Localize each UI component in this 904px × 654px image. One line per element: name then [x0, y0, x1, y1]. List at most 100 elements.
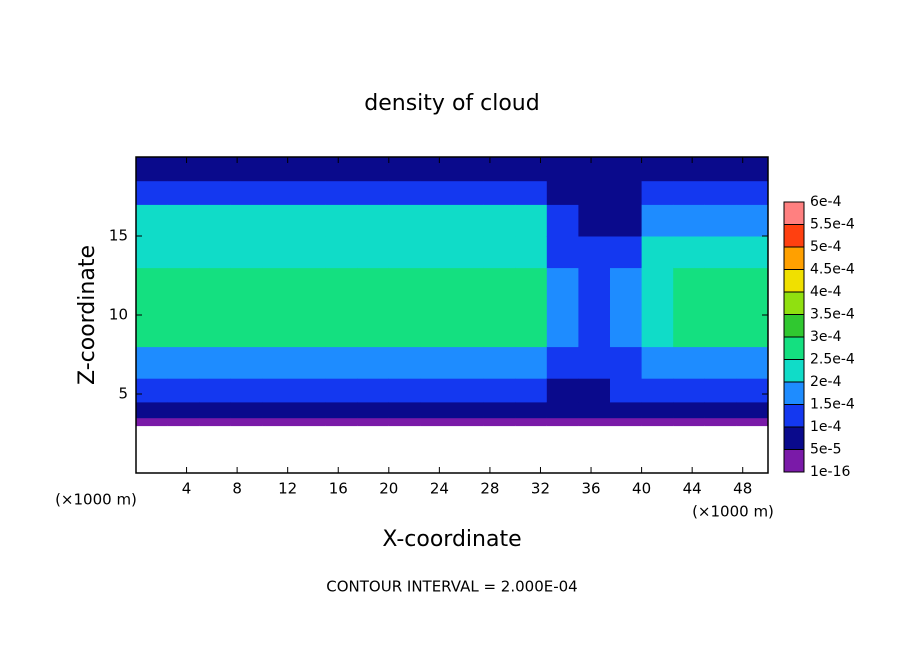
cell [357, 401, 390, 419]
colorbar-swatch [784, 269, 804, 292]
cell [357, 157, 390, 182]
x-tick-label: 44 [683, 480, 702, 498]
cell [325, 157, 358, 182]
colorbar-label: 4.5e-4 [810, 262, 855, 278]
cell [199, 378, 232, 403]
cell [167, 180, 200, 205]
cell [262, 346, 295, 379]
cell [452, 346, 485, 379]
cell [262, 180, 295, 205]
cell [736, 425, 769, 474]
colorbar-swatch [784, 337, 804, 360]
cell [452, 425, 485, 474]
colorbar-swatch [784, 427, 804, 450]
cell [673, 180, 706, 205]
cell [325, 401, 358, 419]
cell [388, 157, 421, 182]
cell [578, 180, 611, 205]
cell [515, 401, 548, 419]
colorbar-label: 4e-4 [810, 284, 842, 300]
cell [452, 378, 485, 403]
colorbar-swatch [784, 292, 804, 315]
cell [641, 417, 674, 427]
cell [199, 401, 232, 419]
cell [294, 401, 327, 419]
cell [136, 180, 169, 205]
cell [325, 180, 358, 205]
cell [262, 401, 295, 419]
cell [704, 236, 737, 269]
colorbar-swatch [784, 404, 804, 427]
cell [230, 346, 263, 379]
cell [610, 157, 643, 182]
cell [136, 346, 169, 379]
cell [230, 378, 263, 403]
cell [673, 204, 706, 237]
cell [610, 401, 643, 419]
cell [736, 157, 769, 182]
cell [515, 378, 548, 403]
footer: CONTOUR INTERVAL = 2.000E-04 [326, 578, 577, 596]
colorbar-label: 1e-4 [810, 419, 842, 435]
cell [357, 378, 390, 403]
cell [736, 236, 769, 269]
cell [610, 425, 643, 474]
cell [673, 378, 706, 403]
cell [230, 236, 263, 269]
cell [546, 417, 579, 427]
cell [578, 346, 611, 379]
cell [610, 346, 643, 379]
y-tick-label: 10 [109, 306, 128, 324]
cell [736, 346, 769, 379]
cell [167, 346, 200, 379]
cell [704, 417, 737, 427]
cell [515, 425, 548, 474]
cell [167, 204, 200, 237]
cell [388, 378, 421, 403]
x-tick-label: 24 [430, 480, 449, 498]
cell [704, 157, 737, 182]
cell [483, 378, 516, 403]
cell [673, 346, 706, 379]
cell [673, 425, 706, 474]
chart-title: density of cloud [364, 91, 539, 116]
cell [641, 157, 674, 182]
cell [325, 236, 358, 269]
cell [483, 204, 516, 237]
x-tick-label: 32 [531, 480, 550, 498]
cell [420, 157, 453, 182]
colorbar-label: 2.5e-4 [810, 352, 855, 368]
cell [578, 378, 611, 403]
colorbar-label: 3.5e-4 [810, 307, 855, 323]
cell [546, 346, 579, 379]
cell [515, 267, 548, 348]
cell [199, 204, 232, 237]
cell [136, 417, 169, 427]
cell [610, 378, 643, 403]
cell [578, 236, 611, 269]
cell [515, 157, 548, 182]
colorbar-label: 3e-4 [810, 329, 842, 345]
x-tick-label: 40 [632, 480, 651, 498]
cell [673, 401, 706, 419]
cell [357, 180, 390, 205]
y-tick-label: 5 [118, 385, 128, 403]
cell [704, 401, 737, 419]
cell [262, 425, 295, 474]
cell [578, 401, 611, 419]
cell [294, 378, 327, 403]
cell [736, 204, 769, 237]
cell [357, 417, 390, 427]
cell [167, 417, 200, 427]
cell [294, 425, 327, 474]
cell [452, 204, 485, 237]
cell [483, 346, 516, 379]
cell [136, 378, 169, 403]
cell [546, 157, 579, 182]
cell [230, 425, 263, 474]
cell [388, 425, 421, 474]
cell [673, 157, 706, 182]
cell [452, 236, 485, 269]
cell [136, 236, 169, 269]
y-axis-label: Z-coordinate [75, 245, 100, 385]
